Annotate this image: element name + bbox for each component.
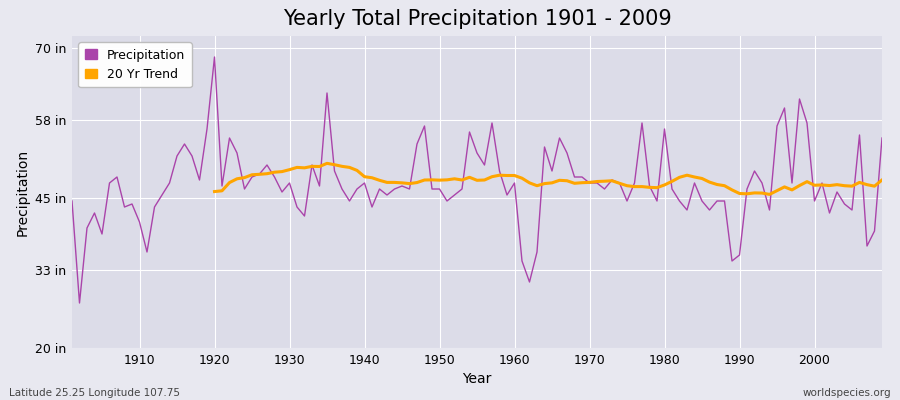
Text: Latitude 25.25 Longitude 107.75: Latitude 25.25 Longitude 107.75 xyxy=(9,388,180,398)
Y-axis label: Precipitation: Precipitation xyxy=(15,148,30,236)
Text: worldspecies.org: worldspecies.org xyxy=(803,388,891,398)
X-axis label: Year: Year xyxy=(463,372,491,386)
Title: Yearly Total Precipitation 1901 - 2009: Yearly Total Precipitation 1901 - 2009 xyxy=(283,9,671,29)
Legend: Precipitation, 20 Yr Trend: Precipitation, 20 Yr Trend xyxy=(78,42,192,87)
